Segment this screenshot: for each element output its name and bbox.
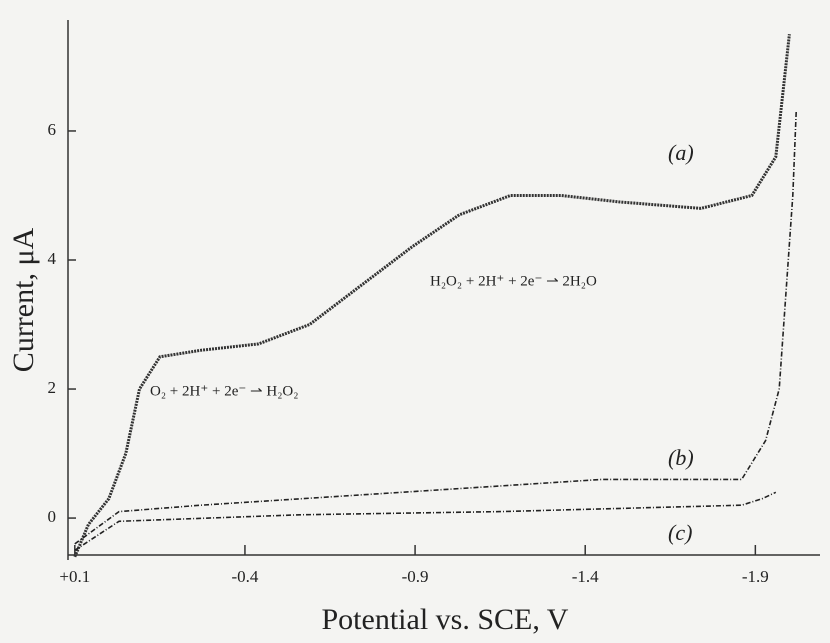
line bbox=[74, 111, 797, 545]
y-tick-label: 2 bbox=[48, 378, 57, 397]
x-tick-label: -1.9 bbox=[742, 567, 769, 586]
curve-label: (b) bbox=[668, 445, 694, 470]
y-tick-label: 6 bbox=[48, 120, 57, 139]
x-axis-label: Potential vs. SCE, V bbox=[322, 603, 569, 636]
y-tick-label: 0 bbox=[48, 507, 57, 526]
y-tick-label: 4 bbox=[48, 249, 57, 268]
x-tick-label: -0.4 bbox=[231, 567, 258, 586]
curve-label: (a) bbox=[668, 140, 694, 165]
x-tick-label: -0.9 bbox=[402, 567, 429, 586]
annotation: O₂ + 2H⁺ + 2e⁻ ⇀ H₂O₂ bbox=[150, 383, 299, 399]
x-tick-label: -1.4 bbox=[572, 567, 599, 586]
annotation: H₂O₂ + 2H⁺ + 2e⁻ ⇀ 2H₂O bbox=[430, 273, 597, 289]
x-tick-label: +0.1 bbox=[59, 567, 90, 586]
curve-label: (c) bbox=[668, 520, 692, 545]
line bbox=[74, 491, 777, 551]
y-axis-label: Current, μA bbox=[7, 227, 40, 372]
line bbox=[73, 34, 791, 558]
